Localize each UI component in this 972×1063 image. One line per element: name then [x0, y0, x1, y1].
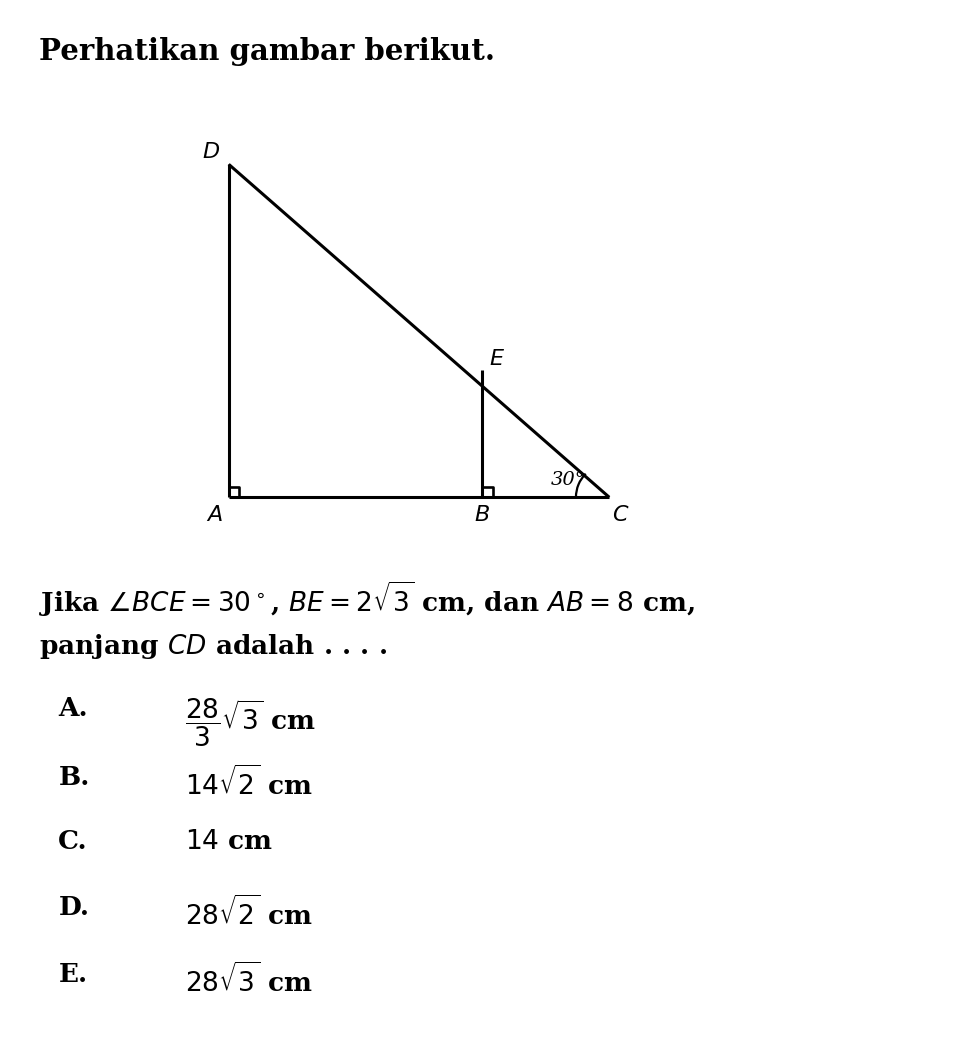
Text: 30°: 30°: [550, 471, 585, 489]
Text: $\mathit{B}$: $\mathit{B}$: [474, 504, 490, 526]
Text: $\mathit{E}$: $\mathit{E}$: [489, 349, 504, 370]
Text: Jika $\angle BCE=30^\circ$, $BE=2\sqrt{3}$ cm, dan $AB=8$ cm,: Jika $\angle BCE=30^\circ$, $BE=2\sqrt{3…: [39, 579, 695, 619]
Text: panjang $CD$ adalah . . . .: panjang $CD$ adalah . . . .: [39, 632, 387, 661]
Text: Perhatikan gambar berikut.: Perhatikan gambar berikut.: [39, 37, 495, 66]
Text: C.: C.: [58, 829, 87, 855]
Text: B.: B.: [58, 765, 89, 791]
Text: D.: D.: [58, 895, 89, 921]
Text: $28\sqrt{2}$ cm: $28\sqrt{2}$ cm: [185, 895, 312, 930]
Text: $\dfrac{28}{3}\sqrt{3}$ cm: $\dfrac{28}{3}\sqrt{3}$ cm: [185, 696, 316, 748]
Text: $28\sqrt{3}$ cm: $28\sqrt{3}$ cm: [185, 962, 312, 997]
Text: $\mathit{A}$: $\mathit{A}$: [206, 504, 223, 526]
Text: $14$ cm: $14$ cm: [185, 829, 273, 855]
Text: $\mathit{D}$: $\mathit{D}$: [202, 140, 221, 163]
Text: $\mathit{C}$: $\mathit{C}$: [611, 504, 629, 526]
Text: A.: A.: [58, 696, 87, 722]
Text: E.: E.: [58, 962, 87, 988]
Text: $14\sqrt{2}$ cm: $14\sqrt{2}$ cm: [185, 765, 312, 800]
